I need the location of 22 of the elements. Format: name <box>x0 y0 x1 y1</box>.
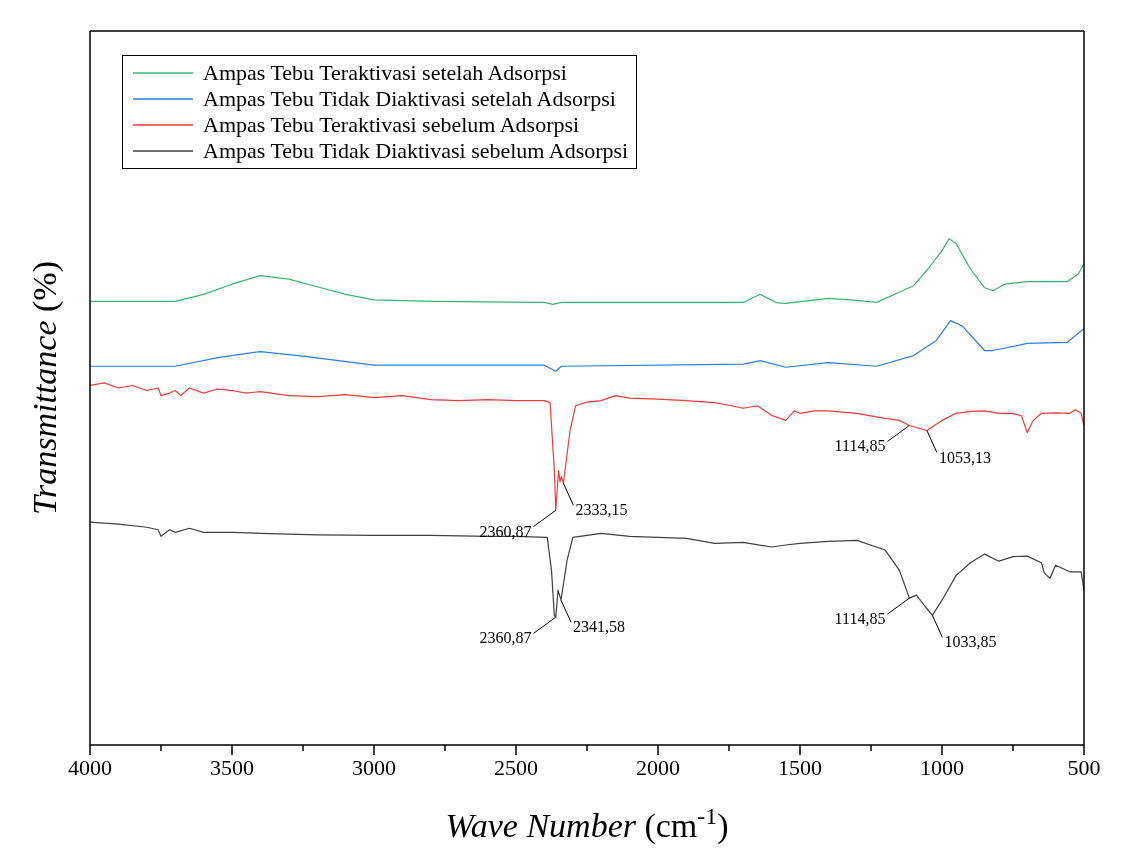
legend-label: Ampas Tebu Tidak Diaktivasi setelah Adsorpsi <box>203 86 616 112</box>
legend-label: Ampas Tebu Tidak Diaktivasi sebelum Adsorpsi <box>203 138 629 164</box>
annotation: 1114,85 <box>834 610 886 628</box>
x-tick-label: 1000 <box>920 755 964 780</box>
x-tick-label: 3500 <box>210 755 254 780</box>
x-tick-label: 500 <box>1067 755 1101 780</box>
annotation: 2333,15 <box>575 501 628 519</box>
annotation: 1114,85 <box>834 437 886 455</box>
annotation: 2360,87 <box>479 629 532 647</box>
y-axis-title: Transmittance (%) <box>26 260 64 516</box>
x-tick-label: 2500 <box>494 755 538 780</box>
annotation: 2360,87 <box>479 522 532 540</box>
x-tick-label: 4000 <box>68 755 112 780</box>
legend-label: Ampas Tebu Teraktivasi sebelum Adsorpsi <box>203 112 580 138</box>
x-tick-label: 1500 <box>778 755 822 780</box>
legend-label: Ampas Tebu Teraktivasi setelah Adsorpsi <box>203 60 567 86</box>
annotation: 1033,85 <box>944 633 997 651</box>
x-tick-label: 2000 <box>636 755 680 780</box>
annotation: 2341,58 <box>572 618 625 636</box>
x-axis-title: Wave Number (cm$^{-1}$) <box>445 803 729 845</box>
annotation: 1053,13 <box>938 448 991 466</box>
x-tick-label: 3000 <box>352 755 396 780</box>
